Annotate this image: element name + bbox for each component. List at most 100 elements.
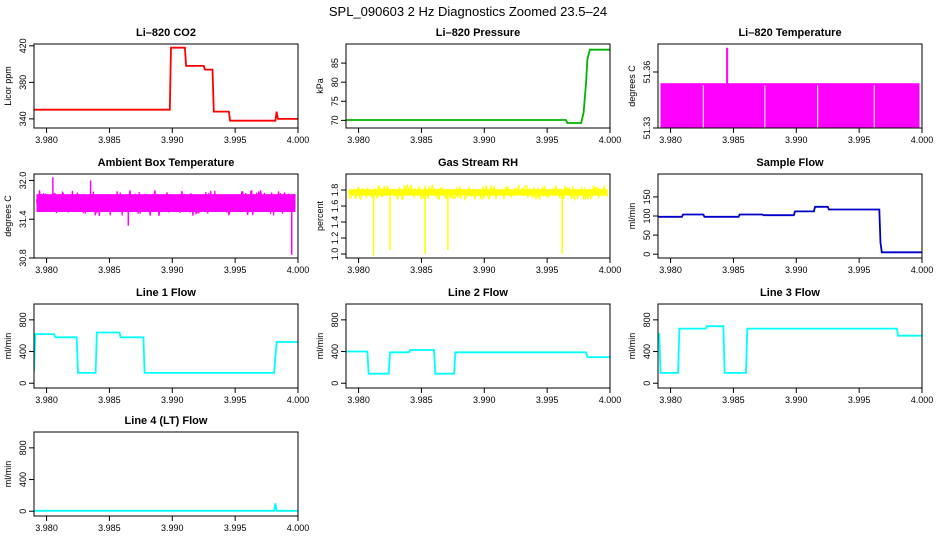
panel-title: Li–820 Temperature	[738, 27, 841, 39]
chart-panel: Ambient Box Temperature 3.980 3.985 3.990 3.…	[3, 157, 309, 275]
x-tick-label: 3.995	[536, 395, 559, 405]
plot-frame	[345, 173, 611, 259]
signal-core	[36, 194, 296, 212]
x-tick-label: 4.000	[911, 395, 934, 405]
data-layer	[346, 349, 610, 375]
x-tick-label: 3.980	[35, 265, 58, 275]
data-layer	[34, 46, 298, 122]
x-tick-label: 3.990	[473, 395, 496, 405]
x-tick-label: 3.980	[35, 135, 58, 145]
y-tick-label: 100	[642, 208, 652, 223]
data-layer	[660, 47, 920, 128]
chart-panel: Line 3 Flow 3.980 3.985 3.990 3.995 4.000 0 400…	[627, 287, 933, 405]
x-tick-label: 3.995	[224, 265, 247, 275]
x-tick-label: 4.000	[287, 265, 310, 275]
y-tick-label: 0	[642, 381, 652, 386]
panel-title: Line 3 Flow	[760, 287, 820, 299]
y-tick-label: 50	[642, 230, 652, 240]
y-tick-label: 800	[18, 440, 28, 455]
y-tick-label: 70	[330, 115, 340, 125]
y-tick-label: 800	[642, 312, 652, 327]
plot-frame	[657, 43, 923, 129]
x-tick-label: 3.985	[722, 395, 745, 405]
series-line	[658, 205, 922, 254]
x-tick-label: 3.990	[785, 135, 808, 145]
chart-panel: Li–820 Temperature 3.980 3.985 3.990 3.995 4.…	[627, 27, 933, 145]
plot-frame	[345, 43, 611, 129]
y-tick-label: 80	[330, 77, 340, 87]
y-tick-label: 1.4	[330, 216, 340, 229]
x-tick-label: 3.985	[410, 395, 433, 405]
x-tick-label: 3.990	[161, 135, 184, 145]
y-tick-label: 31.4	[18, 210, 28, 228]
y-axis-label: degrees C	[627, 65, 637, 107]
x-tick-label: 3.990	[161, 395, 184, 405]
x-tick-label: 3.985	[98, 135, 121, 145]
x-tick-label: 3.990	[473, 265, 496, 275]
x-tick-label: 3.990	[785, 265, 808, 275]
x-tick-label: 4.000	[911, 265, 934, 275]
series-line	[34, 331, 298, 374]
y-tick-label: 400	[18, 472, 28, 487]
figure-title: SPL_090603 2 Hz Diagnostics Zoomed 23.5–…	[329, 4, 607, 19]
x-tick-label: 3.985	[410, 135, 433, 145]
panel-title: Line 1 Flow	[136, 287, 196, 299]
x-tick-label: 3.985	[410, 265, 433, 275]
chart-panel: Line 1 Flow 3.980 3.985 3.990 3.995 4.000 0 400…	[3, 287, 309, 405]
data-layer	[348, 183, 609, 256]
y-tick-label: 1.2	[330, 232, 340, 245]
x-tick-label: 3.995	[848, 265, 871, 275]
plot-frame	[657, 303, 923, 389]
data-layer	[346, 48, 610, 124]
y-tick-label: 400	[18, 344, 28, 359]
plot-frame	[33, 431, 299, 517]
x-tick-label: 3.985	[98, 523, 121, 533]
x-tick-label: 3.980	[659, 265, 682, 275]
panel-title: Li–820 Pressure	[436, 27, 520, 39]
y-tick-label: 1.8	[330, 184, 340, 197]
y-axis-label: ml/min	[627, 203, 637, 230]
data-layer	[658, 325, 922, 374]
x-tick-label: 3.985	[98, 395, 121, 405]
y-tick-label: 1.6	[330, 200, 340, 213]
chart-panel: Sample Flow 3.980 3.985 3.990 3.995 4.000 0 50 1…	[627, 157, 933, 275]
panel-title: Line 4 (LT) Flow	[125, 415, 208, 427]
series-line	[34, 46, 298, 122]
x-tick-label: 3.995	[848, 395, 871, 405]
data-layer	[34, 503, 298, 512]
plot-frame	[33, 43, 299, 129]
y-tick-label: 51.33	[642, 117, 652, 140]
x-tick-label: 4.000	[287, 523, 310, 533]
y-tick-label: 85	[330, 58, 340, 68]
panel-title: Ambient Box Temperature	[98, 157, 235, 169]
panel-title: Gas Stream RH	[438, 157, 518, 169]
y-tick-label: 1.0	[330, 248, 340, 261]
chart-panel: Line 2 Flow 3.980 3.985 3.990 3.995 4.000 0 400…	[315, 287, 621, 405]
y-tick-label: 800	[18, 312, 28, 327]
y-tick-label: 30.8	[18, 249, 28, 267]
x-tick-label: 3.980	[347, 265, 370, 275]
y-axis-label: Licor ppm	[3, 66, 13, 106]
temperature-band	[660, 83, 920, 128]
x-tick-label: 4.000	[599, 135, 622, 145]
y-tick-label: 420	[18, 38, 28, 53]
x-tick-label: 3.990	[785, 395, 808, 405]
x-tick-label: 3.980	[347, 135, 370, 145]
y-tick-label: 150	[642, 189, 652, 204]
y-axis-label: ml/min	[627, 333, 637, 360]
x-tick-label: 3.995	[224, 395, 247, 405]
y-axis-label: ml/min	[315, 333, 325, 360]
series-line	[658, 325, 922, 374]
x-tick-label: 3.990	[161, 265, 184, 275]
y-axis-label: degrees C	[3, 195, 13, 237]
y-tick-label: 32.0	[18, 172, 28, 190]
x-tick-label: 3.995	[224, 523, 247, 533]
y-axis-label: kPa	[315, 78, 325, 94]
x-tick-label: 3.990	[161, 523, 184, 533]
panel-title: Line 2 Flow	[448, 287, 508, 299]
x-tick-label: 3.995	[224, 135, 247, 145]
series-line	[346, 349, 610, 375]
x-tick-label: 3.995	[536, 135, 559, 145]
panel-grid: Li–820 CO2 3.980 3.985 3.990 3.995 4.000 340 38…	[3, 27, 933, 533]
